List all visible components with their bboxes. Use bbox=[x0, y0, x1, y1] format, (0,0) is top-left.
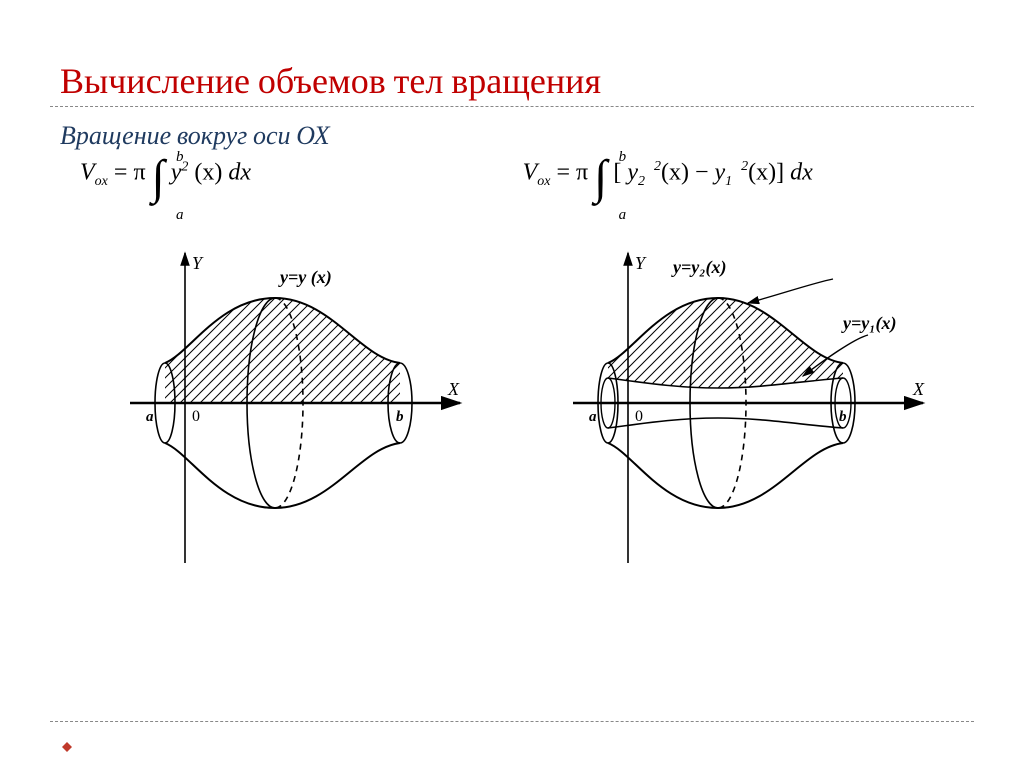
integral-icon: ∫ bbox=[594, 161, 607, 195]
dl-b: b bbox=[396, 409, 404, 425]
f2-sub: ox bbox=[537, 174, 550, 189]
f1-var: V bbox=[80, 159, 95, 185]
dl-axis-x: X bbox=[447, 379, 460, 399]
dr-curve1: y=y₁(x) bbox=[841, 313, 897, 334]
f2-t2b: y bbox=[715, 159, 726, 185]
f2-eq: = bbox=[556, 159, 570, 185]
diagram-left: Y X 0 a b y=y (x) bbox=[80, 243, 480, 583]
dl-a: a bbox=[146, 409, 154, 425]
f2-var: V bbox=[523, 159, 538, 185]
f1-arg: (x) bbox=[194, 159, 222, 185]
formula-right: Vox = π b ∫ a [ y2 2(x) − y1 2(x)] dx bbox=[523, 157, 813, 237]
f2-t1b: y bbox=[627, 159, 638, 185]
f1-ub: b bbox=[176, 149, 184, 166]
f2-lb: a bbox=[619, 207, 627, 224]
f1-dx: dx bbox=[228, 159, 251, 185]
f2-arg2: (x) bbox=[748, 159, 776, 185]
f1-eq: = bbox=[114, 159, 128, 185]
f2-minus: − bbox=[695, 159, 709, 185]
dr-origin: 0 bbox=[635, 408, 643, 425]
dr-axis-y: Y bbox=[635, 253, 647, 273]
integral-icon: ∫ bbox=[152, 161, 165, 195]
dr-axis-x: X bbox=[912, 379, 925, 399]
title-divider bbox=[50, 106, 974, 107]
bullet-icon bbox=[60, 740, 74, 754]
dl-origin: 0 bbox=[192, 408, 200, 425]
f2-t1s: 2 bbox=[638, 174, 645, 189]
f2-ub: b bbox=[619, 149, 627, 166]
footer-divider bbox=[50, 721, 974, 722]
dr-a: a bbox=[589, 409, 597, 425]
page-title: Вычисление объемов тел вращения bbox=[60, 60, 974, 102]
diagram-right: Y X 0 a b y=y₂(x) y=y₁(x) bbox=[523, 243, 953, 583]
dl-curve: y=y (x) bbox=[278, 267, 332, 288]
diagram-row: Y X 0 a b y=y (x) bbox=[50, 237, 974, 583]
f2-dx: dx bbox=[790, 159, 813, 185]
page-subtitle: Вращение вокруг оси ОХ bbox=[60, 121, 974, 151]
formula-left: Vox = π b ∫ a y2 (x) dx bbox=[80, 157, 251, 237]
f2-t2s: 1 bbox=[725, 174, 732, 189]
dr-b: b bbox=[839, 409, 847, 425]
f2-arg1: (x) bbox=[661, 159, 689, 185]
f2-rbr: ] bbox=[776, 159, 784, 185]
f2-t1p: 2 bbox=[654, 159, 661, 174]
dr-curve2: y=y₂(x) bbox=[671, 257, 727, 278]
f1-pi: π bbox=[133, 159, 145, 185]
formula-row: Vox = π b ∫ a y2 (x) dx Vox = π b ∫ a [ … bbox=[50, 157, 974, 237]
f1-sub: ox bbox=[95, 174, 108, 189]
f2-pi: π bbox=[576, 159, 588, 185]
dl-axis-y: Y bbox=[192, 253, 204, 273]
f1-lb: a bbox=[176, 207, 184, 224]
